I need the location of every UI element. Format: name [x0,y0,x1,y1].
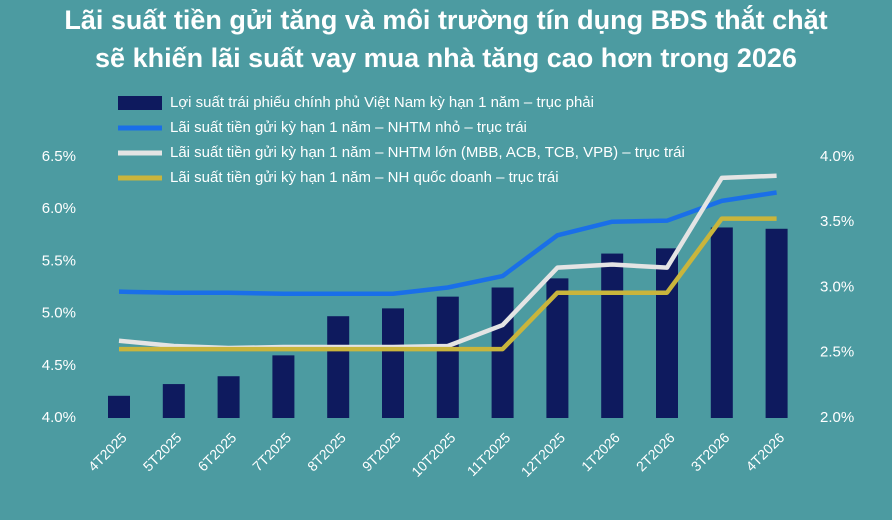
x-tick-label: 8T2025 [304,429,349,474]
y2-tick-label: 3.5% [820,213,854,230]
bar [656,248,678,418]
x-tick-label: 9T2025 [359,429,404,474]
legend-label: Lợi suất trái phiếu chính phủ Việt Nam k… [170,94,594,111]
bar [546,278,569,418]
line [118,190,777,297]
y2-tick-label: 4.0% [820,148,854,165]
x-tick-label: 4T2026 [742,429,787,474]
bar [491,287,514,418]
y-tick-label: 5.0% [42,305,76,322]
bar [272,355,295,418]
bar [108,395,130,418]
bar [217,376,240,418]
x-tick-label: 5T2025 [140,429,185,474]
line [119,216,777,352]
y-tick-label: 6.0% [42,200,76,217]
y2-tick-label: 3.0% [820,278,854,295]
y-tick-label: 6.5% [42,148,76,165]
bar [710,227,733,418]
y-tick-label: 5.5% [42,252,76,269]
x-tick-label: 7T2025 [249,429,294,474]
legend-label: Lãi suất tiền gửi kỳ hạn 1 năm – NHTM lớ… [170,144,685,161]
y-tick-label: 4.5% [42,357,76,374]
bar [162,384,185,418]
x-tick-label: 12T2025 [518,429,569,480]
x-tick-label: 4T2025 [85,429,130,474]
x-tick-label: 10T2025 [408,429,459,480]
bar [436,296,459,418]
bar [327,316,350,418]
legend-swatch [118,96,162,110]
y2-tick-label: 2.0% [820,409,854,426]
bar [601,253,624,418]
legend-label: Lãi suất tiền gửi kỳ hạn 1 năm – NH quốc… [170,169,559,186]
x-tick-label: 2T2026 [633,429,678,474]
x-tick-label: 6T2025 [194,429,239,474]
bar [765,228,788,418]
y2-tick-label: 2.5% [820,344,854,361]
y-tick-label: 4.0% [42,409,76,426]
x-tick-label: 11T2025 [464,429,514,479]
bar [382,308,404,418]
chart-title: sẽ khiến lãi suất vay mua nhà tăng cao h… [95,43,797,73]
x-tick-label: 1T2026 [578,429,623,474]
chart-title: Lãi suất tiền gửi tăng và môi trường tín… [64,4,827,35]
x-tick-label: 3T2026 [688,429,733,474]
legend-label: Lãi suất tiền gửi kỳ hạn 1 năm – NHTM nh… [170,119,527,136]
